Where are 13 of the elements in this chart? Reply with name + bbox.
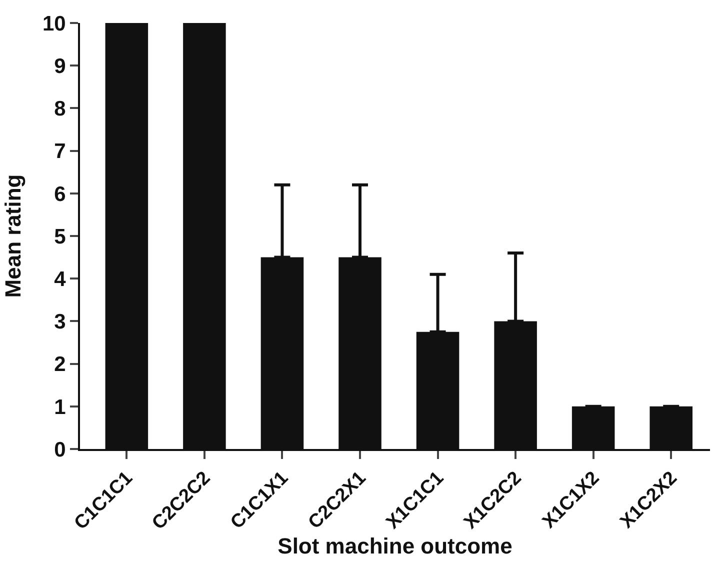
y-tick-label: 6	[54, 182, 66, 206]
y-tick-label: 8	[54, 98, 66, 121]
y-tick-label: 7	[54, 140, 66, 164]
y-tick-label: 0	[54, 438, 66, 462]
x-axis-title: Slot machine outcome	[278, 533, 512, 558]
y-tick-label: 9	[54, 54, 66, 78]
y-tick-label: 4	[54, 268, 66, 291]
y-tick-label: 3	[54, 310, 66, 334]
y-tick-label: 10	[42, 12, 66, 36]
y-tick-label: 2	[54, 353, 66, 376]
y-tick-label: 5	[54, 225, 66, 248]
y-tick-label: 1	[54, 396, 66, 419]
y-axis-title: Mean rating	[0, 174, 26, 298]
